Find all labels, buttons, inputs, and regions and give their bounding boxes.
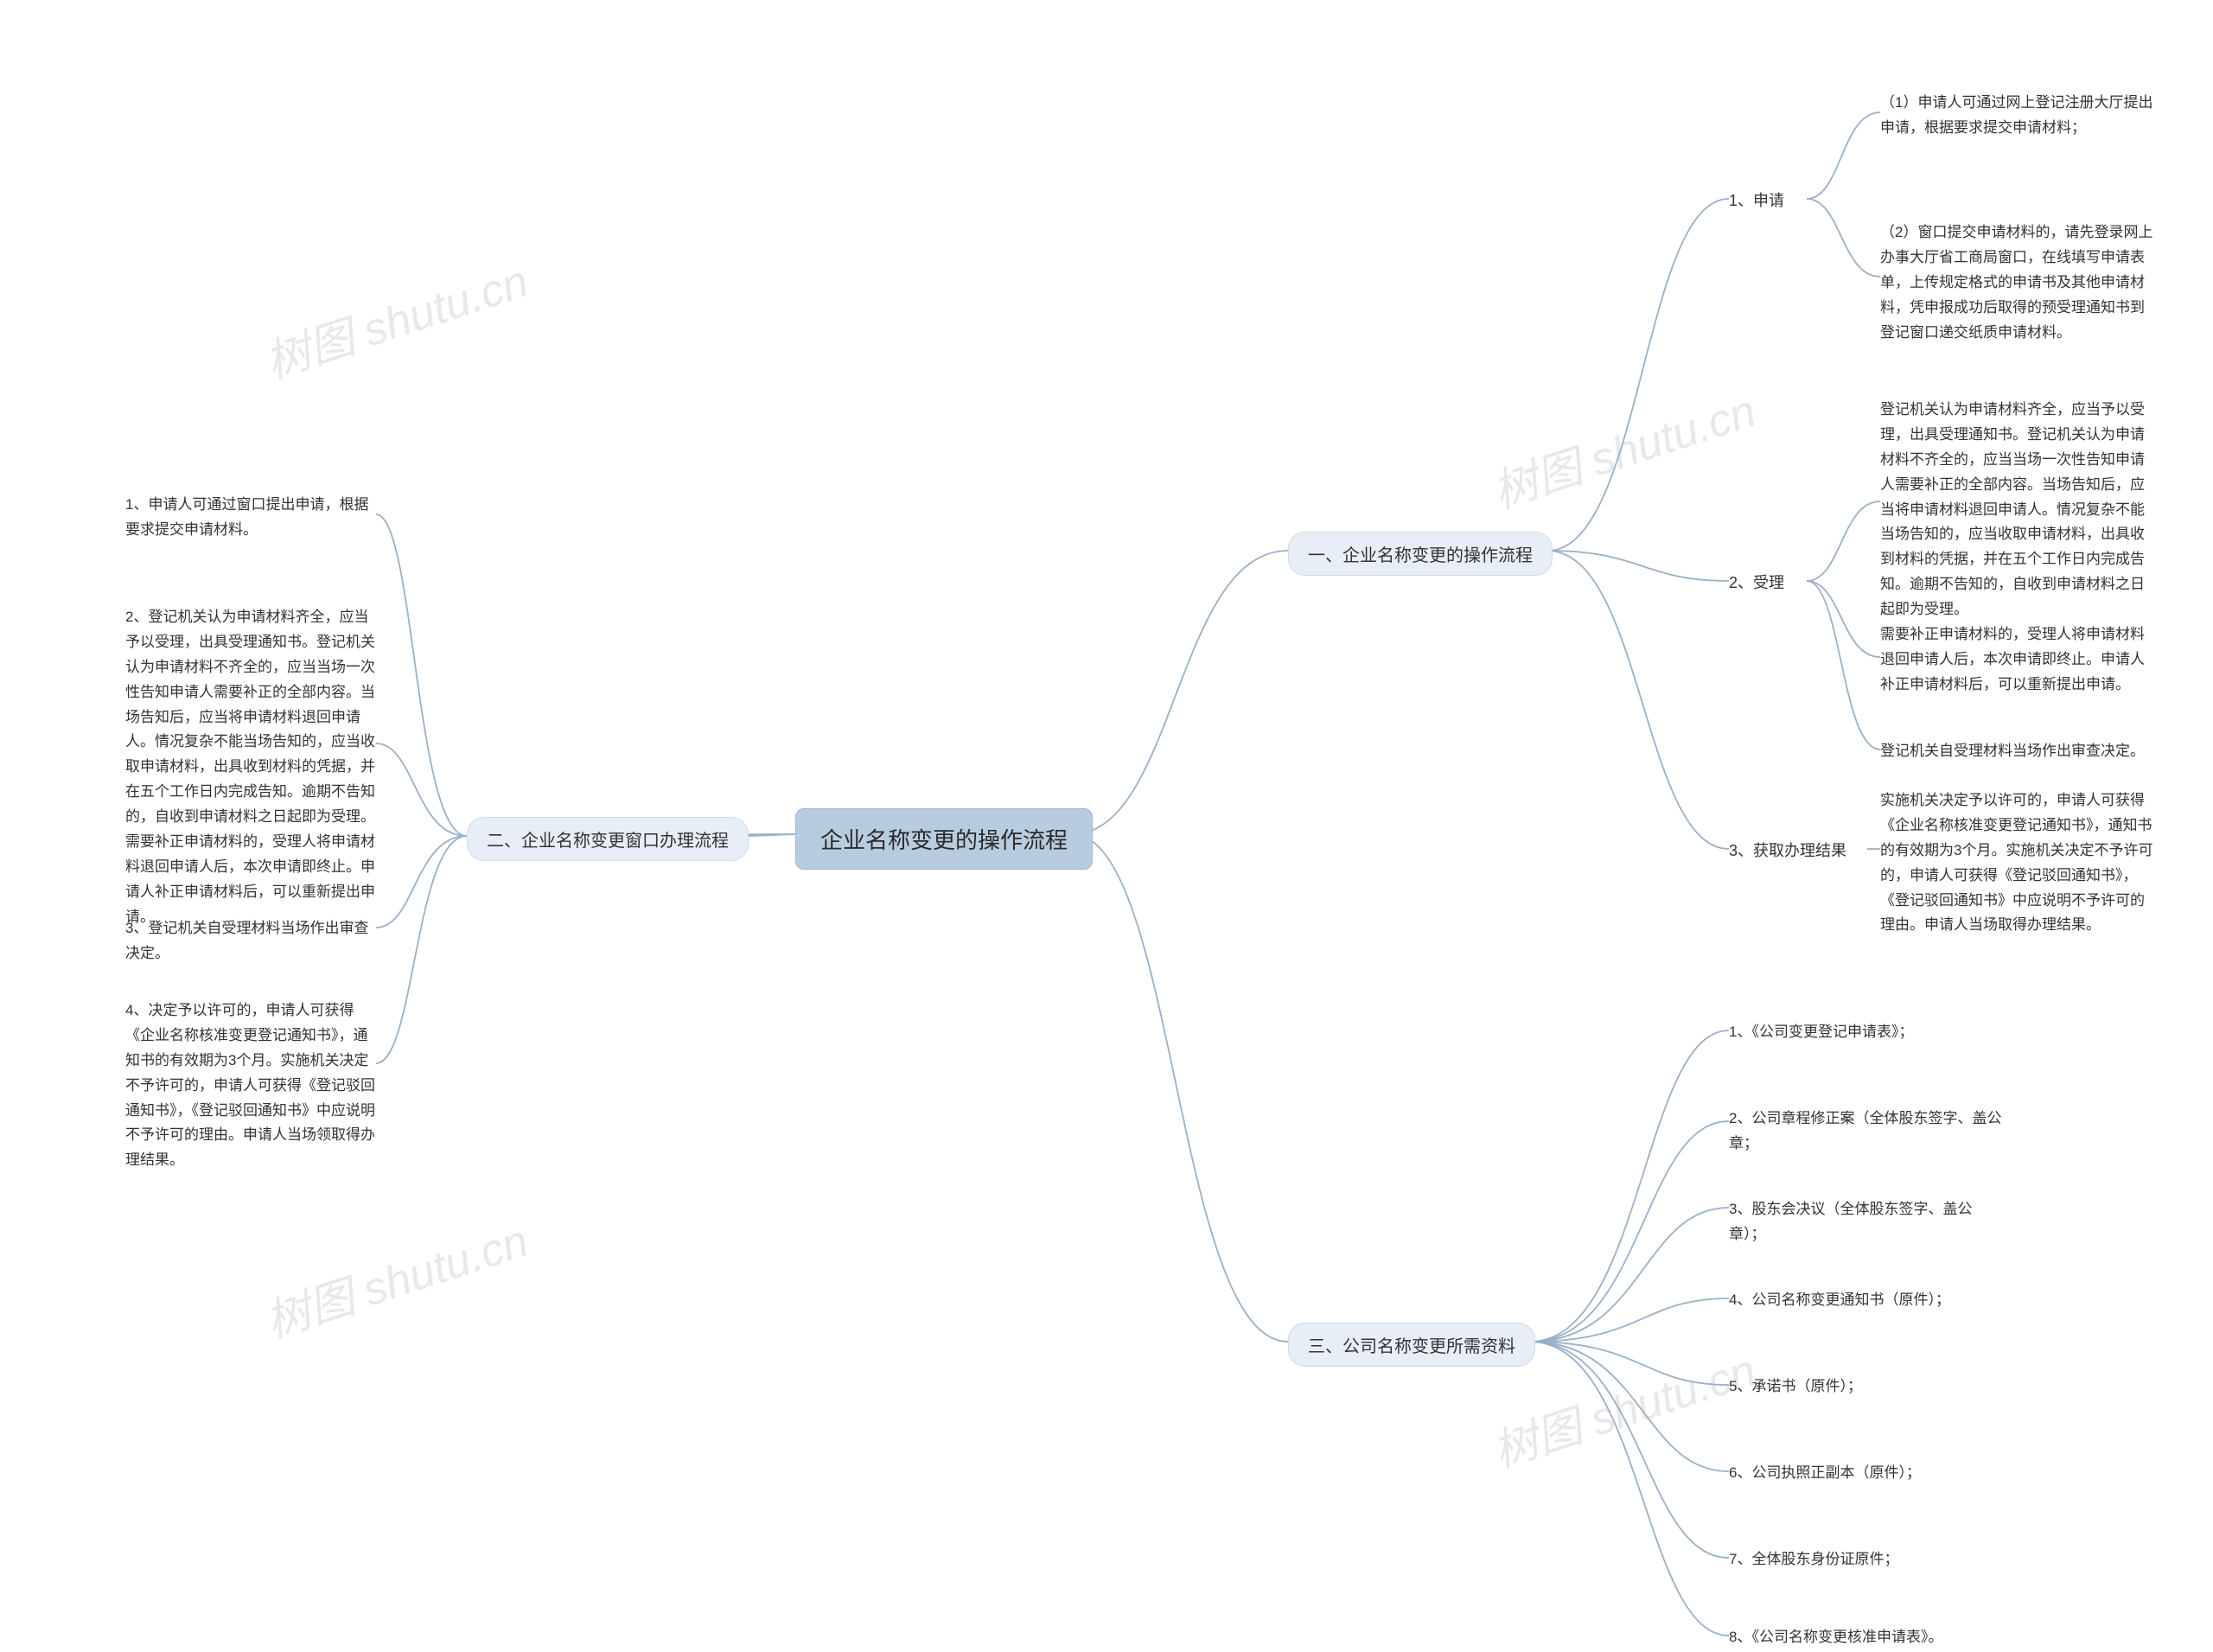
leaf-node: 6、公司执照正副本（原件）； [1729,1461,1921,1486]
branch-node-1[interactable]: 一、企业名称变更的操作流程 [1288,532,1553,576]
leaf-node: 4、决定予以许可的，申请人可获得《企业名称核准变更登记通知书》，通知书的有效期为… [125,998,376,1173]
leaf-node: 实施机关决定予以许可的，申请人可获得《企业名称核准变更登记通知书》，通知书的有效… [1880,788,2157,938]
leaf-node: 登记机关自受理材料当场作出审查决定。 [1880,739,2145,764]
center-node[interactable]: 企业名称变更的操作流程 [795,808,1093,870]
leaf-node: 4、公司名称变更通知书（原件）； [1729,1288,1950,1313]
branch-node-3[interactable]: 三、公司名称变更所需资料 [1288,1323,1535,1367]
leaf-node: 1、申请人可通过窗口提出申请，根据要求提交申请材料。 [125,493,376,543]
leaf-node: 登记机关认为申请材料齐全，应当予以受理，出具受理通知书。登记机关认为申请材料不齐… [1880,398,2157,622]
leaf-node: （2）窗口提交申请材料的，请先登录网上办事大厅省工商局窗口，在线填写申请表单，上… [1880,220,2157,345]
leaf-node: 2、公司章程修正案（全体股东签字、盖公章； [1729,1107,2006,1157]
leaf-node: 2、登记机关认为申请材料齐全，应当予以受理，出具受理通知书。登记机关认为申请材料… [125,605,376,930]
leaf-node: 需要补正申请材料的，受理人将申请材料退回申请人后，本次申请即终止。申请人补正申请… [1880,622,2157,698]
sub-node-1-2[interactable]: 2、受理 [1729,571,1784,596]
leaf-node: 3、股东会决议（全体股东签字、盖公章）； [1729,1197,2006,1247]
branch-node-2[interactable]: 二、企业名称变更窗口办理流程 [467,817,749,861]
leaf-node: 1、《公司变更登记申请表》； [1729,1020,1913,1045]
leaf-node: 5、承诺书（原件）； [1729,1375,1862,1400]
leaf-node: （1）申请人可通过网上登记注册大厅提出申请，根据要求提交申请材料； [1880,91,2157,141]
leaf-node: 7、全体股东身份证原件； [1729,1547,1898,1572]
sub-node-1-1[interactable]: 1、申请 [1729,188,1784,214]
sub-node-1-3[interactable]: 3、获取办理结果 [1729,839,1846,864]
leaf-node: 8、《公司名称变更核准申请表》。 [1729,1625,1942,1650]
leaf-node: 3、登记机关自受理材料当场作出审查决定。 [125,916,376,966]
